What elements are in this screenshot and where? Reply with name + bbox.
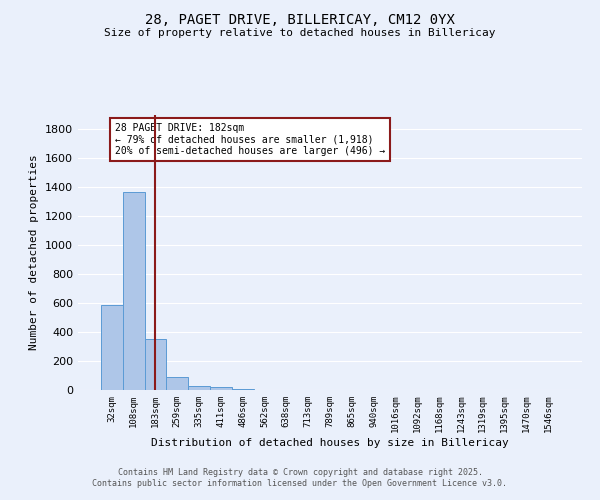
Bar [166,376,188,390]
Bar [188,386,210,390]
Text: Size of property relative to detached houses in Billericay: Size of property relative to detached ho… [104,28,496,38]
X-axis label: Distribution of detached houses by size in Billericay: Distribution of detached houses by size … [151,438,509,448]
Bar [232,388,254,390]
Bar [101,304,123,390]
Text: 28 PAGET DRIVE: 182sqm
← 79% of detached houses are smaller (1,918)
20% of semi-: 28 PAGET DRIVE: 182sqm ← 79% of detached… [115,123,385,156]
Bar [123,192,145,390]
Text: 28, PAGET DRIVE, BILLERICAY, CM12 0YX: 28, PAGET DRIVE, BILLERICAY, CM12 0YX [145,12,455,26]
Bar [145,340,166,390]
Y-axis label: Number of detached properties: Number of detached properties [29,154,40,350]
Bar [210,388,232,390]
Text: Contains HM Land Registry data © Crown copyright and database right 2025.
Contai: Contains HM Land Registry data © Crown c… [92,468,508,487]
